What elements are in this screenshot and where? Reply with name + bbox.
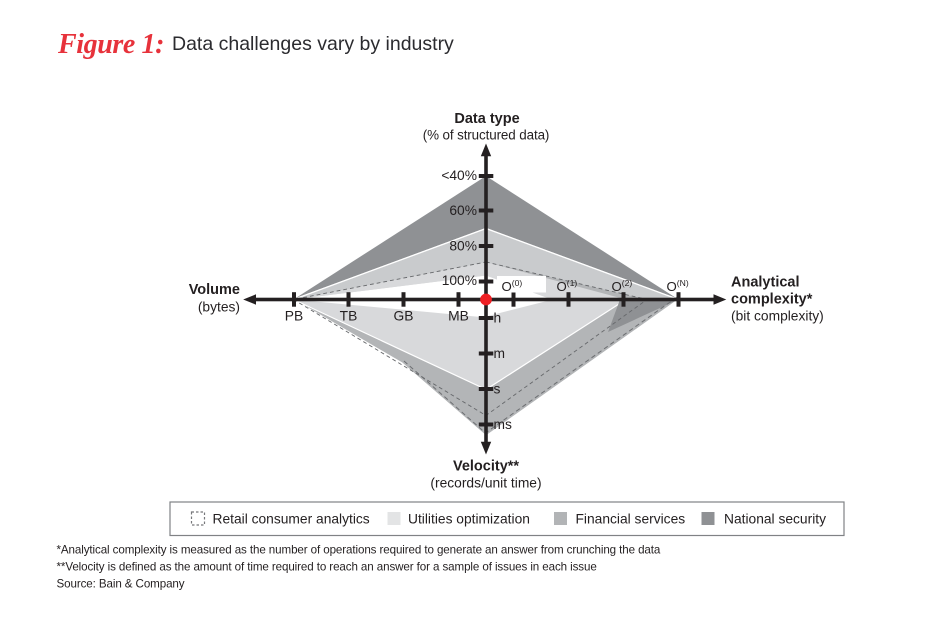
svg-text:(bytes): (bytes) [198, 300, 240, 315]
svg-text:*Analytical complexity is meas: *Analytical complexity is measured as th… [57, 544, 661, 557]
svg-text:Velocity**: Velocity** [453, 459, 519, 475]
svg-text:(% of structured data): (% of structured data) [423, 128, 550, 143]
svg-text:Volume: Volume [189, 282, 240, 298]
svg-text:Utilities optimization: Utilities optimization [408, 512, 530, 527]
svg-text:Analytical: Analytical [731, 275, 800, 291]
svg-text:80%: 80% [449, 239, 477, 254]
svg-text:Data challenges vary by indust: Data challenges vary by industry [172, 33, 454, 55]
svg-text:PB: PB [285, 309, 303, 324]
svg-text:(bit complexity): (bit complexity) [731, 309, 824, 324]
svg-text:**Velocity is defined as the a: **Velocity is defined as the amount of t… [57, 561, 597, 574]
svg-text:ms: ms [494, 417, 512, 432]
svg-text:60%: 60% [449, 203, 477, 218]
svg-text:GB: GB [394, 309, 414, 324]
svg-text:Source: Bain & Company: Source: Bain & Company [57, 578, 185, 591]
svg-text:National security: National security [724, 512, 826, 527]
svg-text:s: s [494, 382, 501, 397]
svg-text:(records/unit time): (records/unit time) [430, 476, 541, 491]
svg-text:<40%: <40% [441, 168, 477, 183]
svg-text:Financial services: Financial services [576, 512, 686, 527]
svg-text:complexity*: complexity* [731, 292, 813, 308]
svg-text:100%: 100% [442, 273, 477, 288]
svg-text:Retail consumer analytics: Retail consumer analytics [213, 512, 370, 527]
svg-text:m: m [494, 346, 506, 361]
svg-text:TB: TB [340, 309, 358, 324]
svg-text:MB: MB [448, 309, 469, 324]
svg-text:Data type: Data type [454, 111, 519, 127]
svg-text:Figure 1:: Figure 1: [57, 29, 164, 60]
svg-text:h: h [494, 311, 502, 326]
